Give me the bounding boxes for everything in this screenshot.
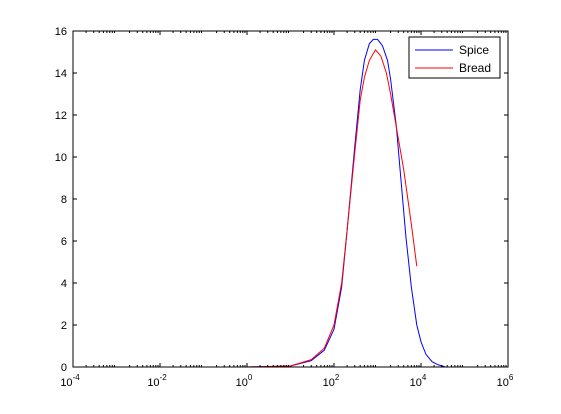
y-tick-label: 0 — [61, 362, 67, 374]
plot-frame — [72, 30, 509, 368]
x-tick-label: 106 — [497, 373, 514, 389]
y-tick-label: 8 — [61, 194, 67, 206]
legend-box — [408, 36, 501, 79]
series-line-spice — [116, 38, 445, 368]
x-tick-label: 10-4 — [60, 373, 80, 389]
x-tick-label: 102 — [323, 373, 340, 389]
x-tick-base: 10 — [497, 377, 509, 389]
x-tick-base: 10 — [60, 377, 72, 389]
legend-label-bread: Bread — [459, 61, 491, 75]
y-tick-label: 16 — [55, 26, 67, 38]
x-tick-exponent: -2 — [160, 373, 168, 382]
y-tick-label: 2 — [61, 320, 67, 332]
x-tick-exponent: 4 — [422, 373, 427, 382]
x-tick-label: 100 — [236, 373, 253, 389]
plot-area — [73, 31, 508, 367]
y-tick-label: 12 — [55, 110, 67, 122]
x-tick-exponent: 2 — [335, 373, 340, 382]
x-tick-label: 10-2 — [147, 373, 167, 389]
x-tick-exponent: -4 — [73, 373, 81, 382]
y-tick-label: 6 — [61, 236, 67, 248]
x-tick-base: 10 — [147, 377, 159, 389]
x-tick-exponent: 6 — [509, 373, 514, 382]
x-tick-base: 10 — [410, 377, 422, 389]
y-tick-label: 10 — [55, 152, 67, 164]
y-tick-label: 14 — [55, 68, 67, 80]
y-tick-label: 4 — [61, 278, 67, 290]
series-line-bread — [246, 49, 418, 368]
legend: Spice Bread — [408, 36, 501, 79]
series-layer — [116, 38, 445, 368]
x-tick-exponent: 0 — [248, 373, 253, 382]
x-tick-base: 10 — [323, 377, 335, 389]
x-tick-label: 104 — [410, 373, 427, 389]
x-tick-base: 10 — [236, 377, 248, 389]
legend-label-spice: Spice — [459, 43, 489, 57]
